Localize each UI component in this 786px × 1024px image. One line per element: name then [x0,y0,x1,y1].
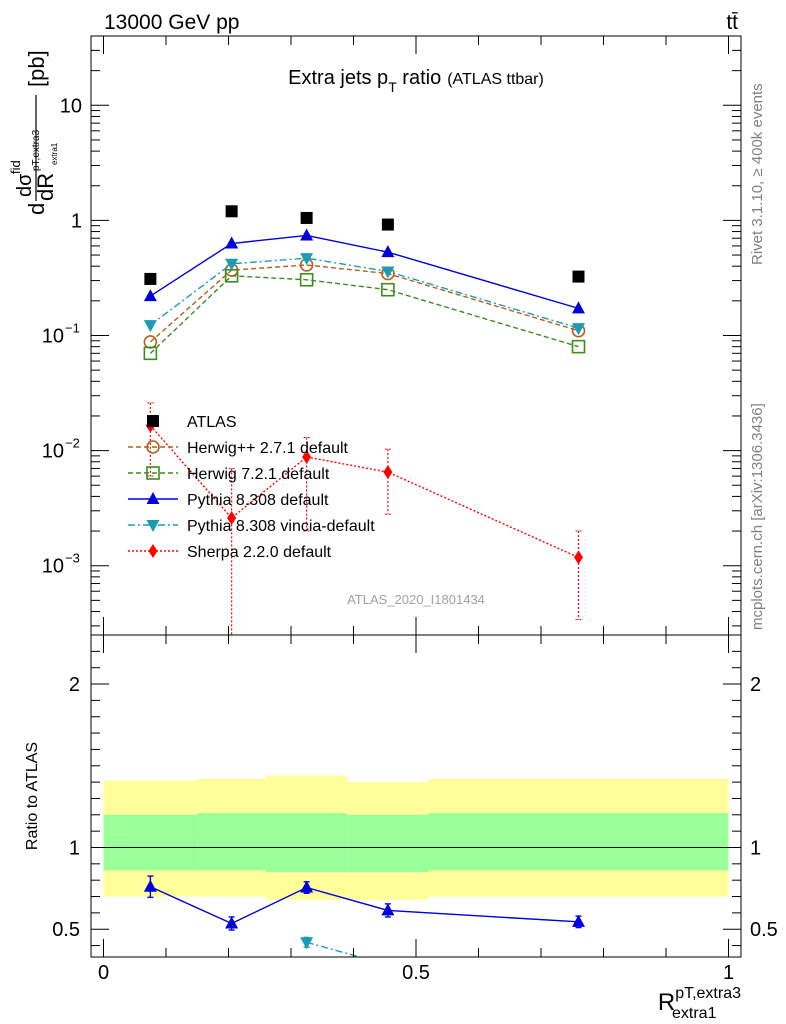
legend: ATLAS Herwig++ 2.7.1 default Herwig 7.2.1 … [128,414,375,561]
series-1 [143,258,586,349]
main-y-axis-label: d dσ fid dR pT,extra3 extra1 [pb] [8,50,59,215]
uncertainty-band-inner [266,813,348,873]
data-point [383,465,393,480]
ratio-series-1 [300,936,360,958]
ratio-x-tick-label: 1 [723,962,734,984]
y-tick-label: 10 [42,441,64,463]
legend-label: Pythia 8.308 vincia-default [187,518,375,535]
series-line [149,275,579,354]
data-point [300,228,314,241]
y-tick-label: −2 [65,436,80,451]
data-point [572,301,585,314]
series-2 [143,269,586,361]
svg-text:dσ: dσ [14,173,36,197]
data-point [143,346,158,361]
legend-label: Sherpa 2.2.0 default [187,544,332,561]
ratio-y-axis-label: Ratio to ATLAS [24,742,41,850]
ratio-point [381,903,395,916]
data-point [225,258,239,271]
svg-text:dR: dR [33,173,58,201]
uncertainty-band-inner [103,814,198,871]
data-point [381,245,395,258]
ratio-x-axis-sublabel: extra1 [672,1005,717,1022]
y-tick-label: 10 [42,326,64,348]
ratio-point [300,880,314,893]
series-line [149,264,579,343]
data-point [572,270,585,283]
series-line [149,234,579,310]
svg-text:extra1: extra1 [50,142,59,165]
legend-label: ATLAS [187,414,237,431]
series-line [149,257,579,329]
legend-marker [146,520,160,532]
ratio-y-tick-label-right: 0.5 [750,919,778,941]
data-point [143,320,157,333]
uncertainty-band-inner [197,813,266,871]
ratio-point [572,914,585,927]
y-tick-label: 10 [60,95,82,117]
uncertainty-band-inner [428,813,729,871]
y-tick-label: −1 [65,321,80,336]
data-point [381,266,395,279]
data-point [572,323,585,336]
ratio-y-tick-label: 0.5 [52,919,80,941]
data-point [381,218,394,231]
ratio-line [306,941,360,958]
legend-label: Herwig 7.2.1 default [187,466,330,483]
legend-marker [146,492,160,504]
y-tick-label: 10 [42,556,64,578]
process-label: tt̄ [726,11,738,34]
series-3 [143,228,585,314]
series-0 [144,205,585,285]
ratio-series-0 [143,875,585,931]
legend-marker [146,466,160,480]
data-point [227,510,237,525]
mcplots-label: mcplots.cern.ch [arXiv:1306.3436] [749,403,766,630]
ratio-point [300,937,314,950]
energy-label: 13000 GeV pp [104,11,239,34]
data-point [299,272,314,287]
data-point [300,211,313,224]
main-watermark: ATLAS_2020_I1801434 [347,592,485,607]
y-tick-label: −3 [65,551,80,566]
ratio-point [225,916,239,929]
data-point [144,272,157,285]
ratio-x-tick-label: 0 [98,962,109,984]
legend-label: Herwig++ 2.7.1 default [187,440,349,457]
main-title: Extra jets pT ratio (ATLAS ttbar) [288,67,544,95]
ratio-x-axis-label: RpT,extra3 [658,985,741,1016]
legend-label: Pythia 8.308 default [187,492,329,509]
svg-text:fid: fid [8,160,23,174]
ratio-y-tick-label: 2 [69,674,80,696]
y-tick-label: 1 [71,210,82,232]
ratio-panel: 0.5 0.5 1 1 2 2 0 0.5 1 Ratio to ATLAS RpT,extra… [24,634,778,1022]
ratio-y-tick-label-right: 1 [750,837,761,859]
legend-marker [148,544,158,558]
legend-marker [146,440,160,454]
ratio-y-tick-label: 1 [69,837,80,859]
data-point [300,253,314,266]
data-point [302,449,312,464]
ratio-point [143,879,157,892]
data-point [225,205,238,218]
data-point [225,236,239,249]
legend-marker [147,415,159,427]
ratio-y-tick-label-right: 2 [750,674,761,696]
svg-text:d: d [24,203,49,215]
data-point [143,289,157,302]
uncertainty-band-inner [347,814,429,873]
data-point [574,550,583,565]
data-point [381,282,395,297]
svg-text:[pb]: [pb] [24,50,49,87]
series-4 [143,253,585,336]
rivet-label: Rivet 3.1.10, ≥ 400k events [749,83,766,265]
ratio-x-tick-label: 0.5 [402,962,430,984]
data-point [571,339,586,354]
